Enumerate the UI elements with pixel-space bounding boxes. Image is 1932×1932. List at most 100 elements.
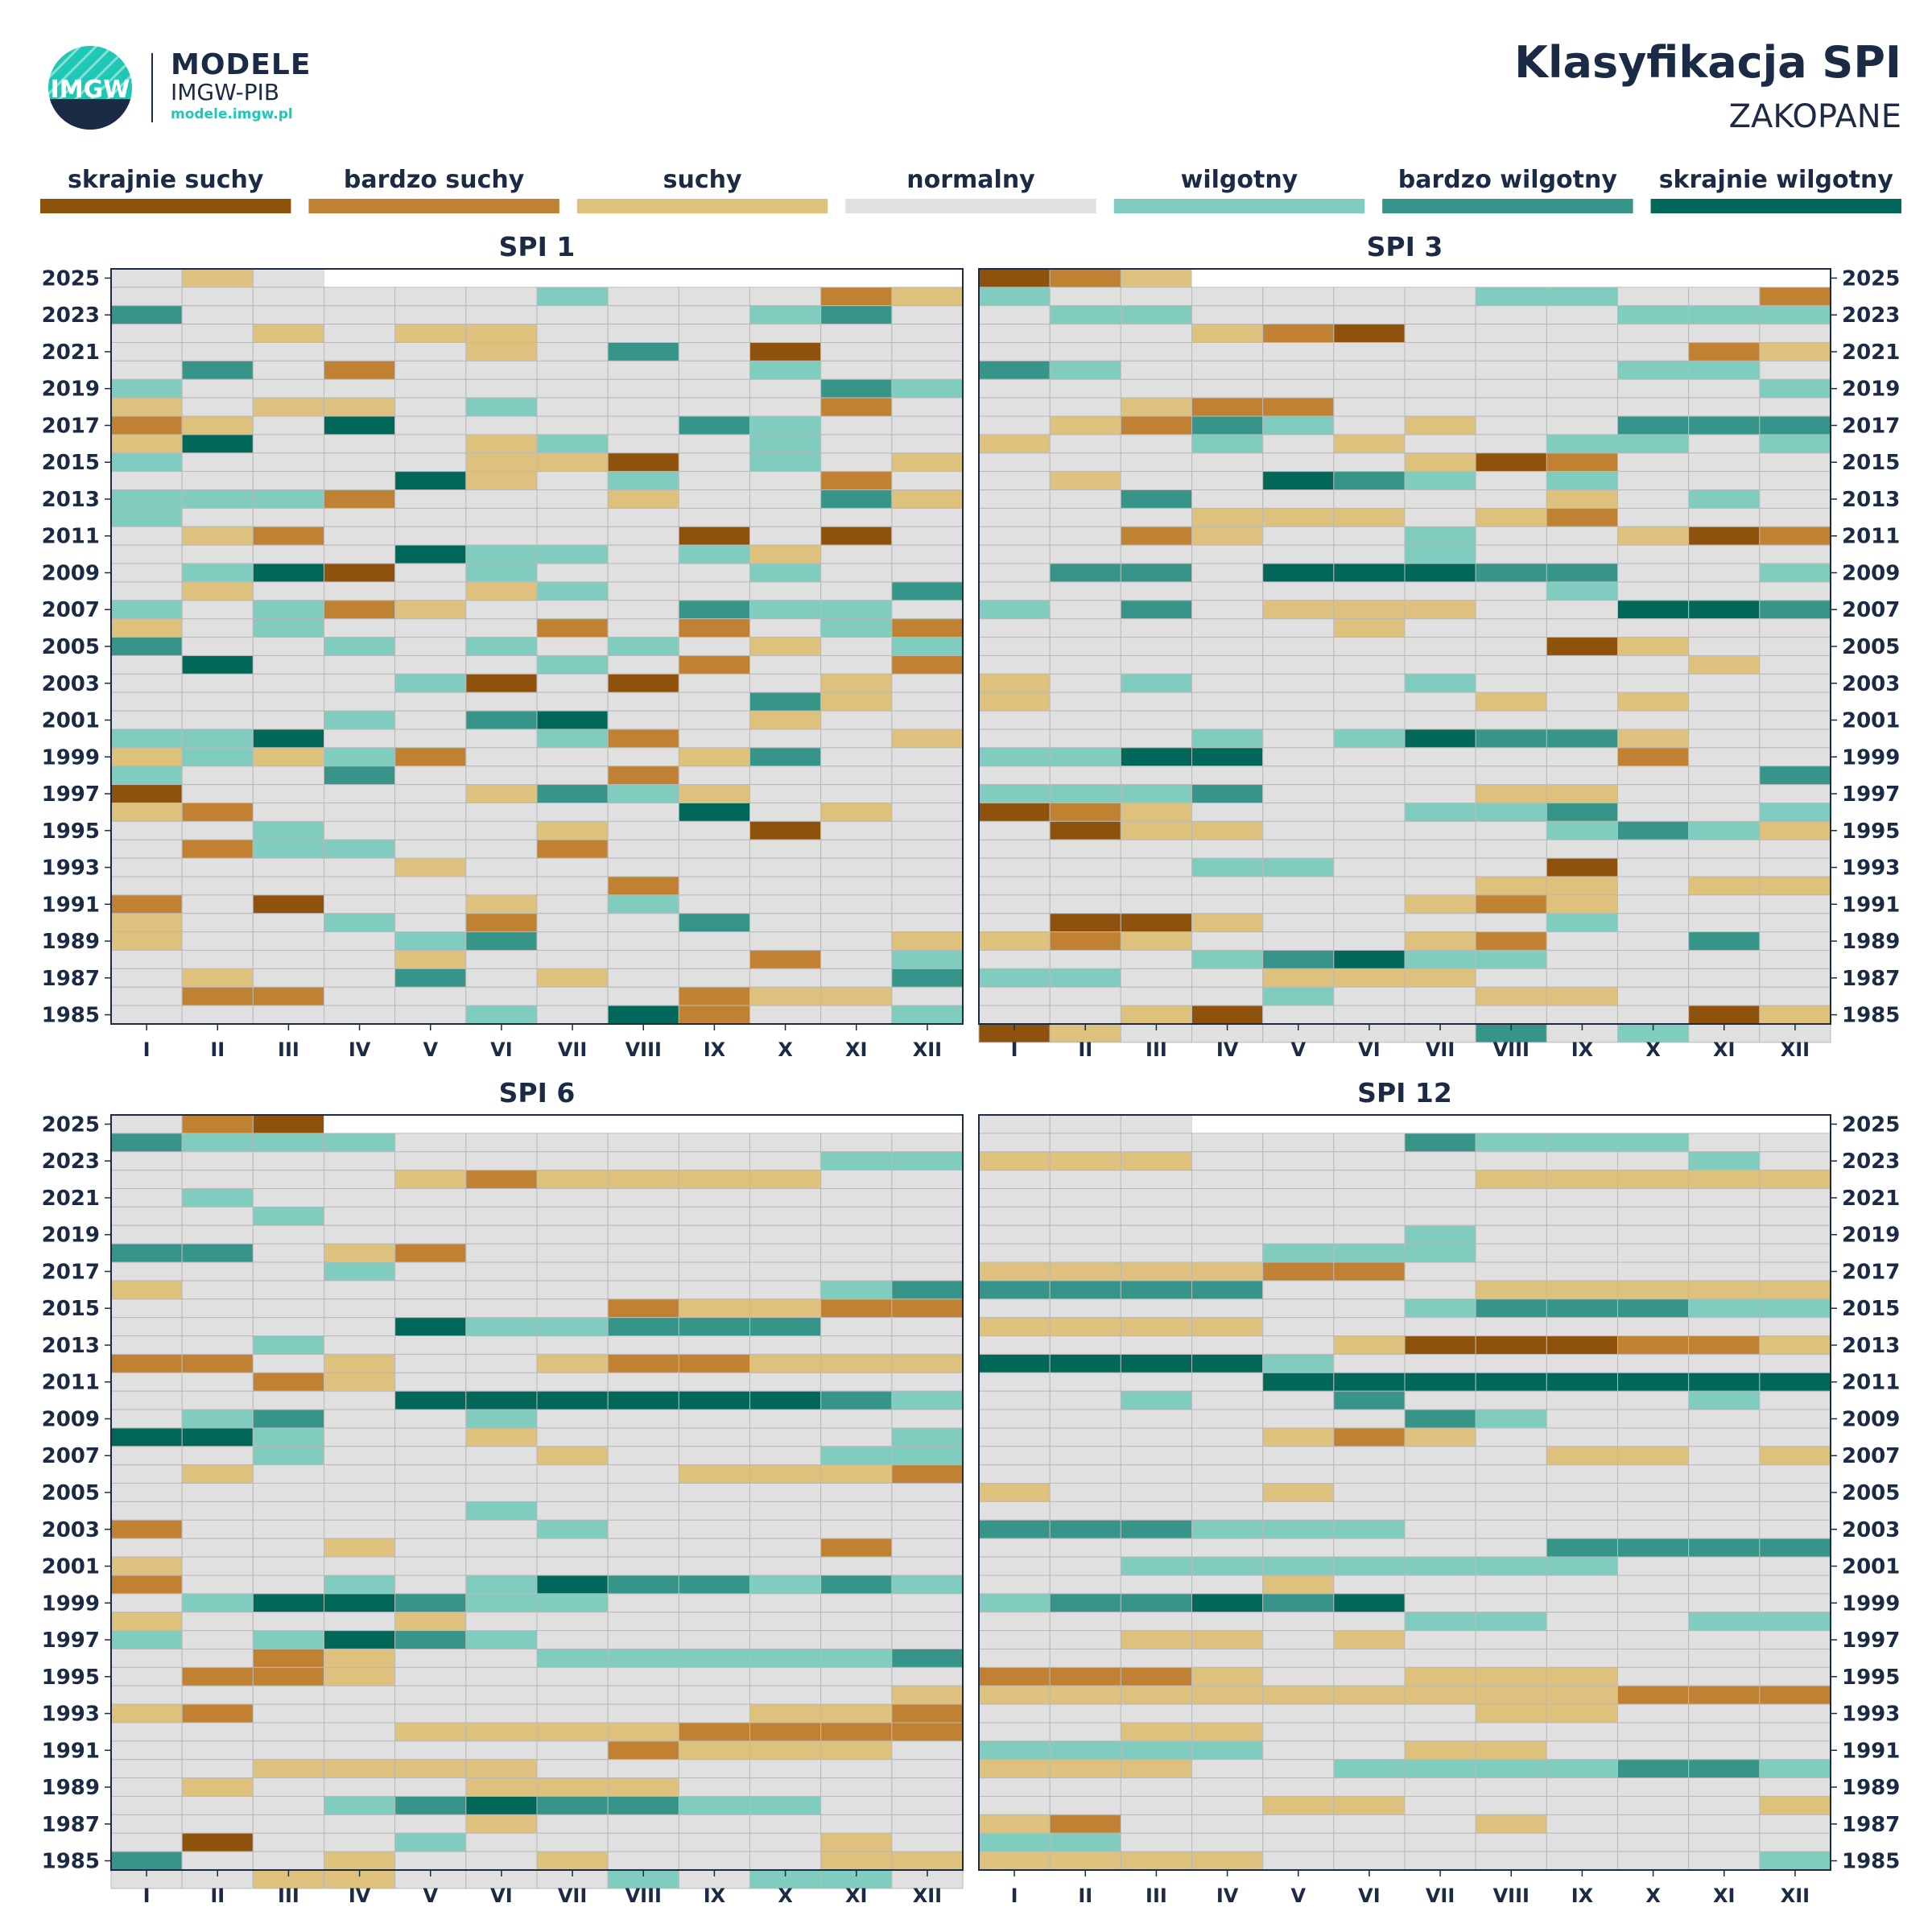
- cell-2022-VII-N: [1404, 324, 1476, 344]
- cell-2008-XI-N: [820, 581, 893, 601]
- cell-1986-II-ED: [181, 1832, 254, 1852]
- cell-2023-VIII-N: [607, 305, 679, 325]
- cell-1993-III-N: [1120, 1703, 1193, 1724]
- cell-1994-VII-N: [1404, 839, 1476, 859]
- cell-2011-I-N: [110, 1372, 183, 1392]
- cell-1999-VII-N: [1404, 1593, 1476, 1613]
- cell-2013-IV-VD: [324, 489, 396, 509]
- cell-1999-VIII-N: [1475, 1593, 1547, 1613]
- cell-2025-III-ED: [252, 1114, 325, 1134]
- cell-2023-VII-N: [1404, 305, 1476, 325]
- cell-2021-IV-N: [324, 342, 396, 361]
- cell-2008-XI-N: [1688, 1427, 1761, 1447]
- y-tick-label: 2017: [42, 1260, 100, 1284]
- cell-2024-X-N: [749, 287, 822, 307]
- cell-2020-VIII-N: [1475, 360, 1547, 380]
- legend-swatch: [1650, 199, 1901, 213]
- cell-1990-VII-N: [536, 1759, 609, 1779]
- cell-2020-VIII-N: [607, 1206, 679, 1226]
- cell-1990-IX-N: [678, 1759, 750, 1779]
- cell-1994-VII-D: [1404, 1685, 1476, 1705]
- cell-2004-X-N: [749, 654, 822, 675]
- cell-1987-IX-N: [678, 1814, 750, 1834]
- cell-2023-I-N: [110, 1151, 183, 1171]
- cell-1994-V-D: [1262, 1685, 1335, 1705]
- cell-2005-VIII-W: [607, 637, 679, 656]
- cell-2007-XII-W: [891, 1446, 964, 1466]
- cell-2012-X-N: [749, 507, 822, 527]
- cell-2023-IX-N: [678, 1151, 750, 1171]
- cell-2020-VIII-N: [607, 360, 679, 380]
- cell-1986-V-W: [394, 1832, 467, 1852]
- cell-1996-IV-D: [324, 1648, 396, 1668]
- cell-2007-IX-N: [678, 1446, 750, 1466]
- cell-2012-IV-EW: [1191, 1353, 1264, 1373]
- cell-1990-X-VW: [1617, 1759, 1690, 1779]
- cell-2022-IV-N: [1191, 1170, 1264, 1190]
- cell-2025-X--: [749, 1115, 821, 1133]
- cell-2011-VII-W: [1404, 526, 1476, 546]
- cell-2004-VIII-N: [607, 1501, 679, 1521]
- cell-1996-XI-D: [820, 802, 893, 822]
- cell-2009-I-N: [110, 563, 183, 583]
- cell-2017-IX-N: [1546, 415, 1619, 436]
- cell-2012-III-EW: [1120, 1353, 1193, 1373]
- cell-1995-III-W: [252, 820, 325, 840]
- cell-2025-IX--: [679, 1115, 750, 1133]
- cell-2023-V-N: [394, 305, 467, 325]
- cell-2014-IV-N: [324, 1317, 396, 1337]
- cell-1997-III-N: [252, 784, 325, 803]
- cell-1984-XII-N: [891, 1869, 964, 1889]
- cell-1990-VI-N: [1333, 913, 1406, 933]
- cell-2019-II-N: [181, 1224, 254, 1245]
- cell-1992-IX-D: [1546, 876, 1619, 896]
- cell-1985-III-N: [252, 1005, 325, 1025]
- cell-1990-IX-W: [1546, 1759, 1619, 1779]
- cell-2013-V-N: [394, 489, 467, 509]
- cell-2010-VIII-N: [607, 544, 679, 564]
- cell-1988-XI-N: [820, 949, 893, 969]
- cell-1995-III-D: [1120, 820, 1193, 840]
- cell-2013-VIII-D: [607, 489, 679, 509]
- logo-url-link[interactable]: modele.imgw.pl: [171, 106, 293, 122]
- cell-1989-XI-N: [820, 1777, 893, 1797]
- cell-2011-IX-EW: [1546, 1372, 1619, 1392]
- cell-2005-VII-N: [536, 637, 609, 656]
- cell-2021-IV-N: [1191, 342, 1264, 361]
- cell-2023-III-D: [1120, 1151, 1193, 1171]
- cell-2007-X-W: [749, 600, 822, 620]
- cell-1985-IX-N: [1546, 1851, 1619, 1871]
- cell-2022-X-N: [749, 324, 822, 344]
- header: IMGW MODELE IMGW-PIB modele.imgw.pl Klas…: [0, 0, 1932, 153]
- cell-2003-VIII-N: [1475, 673, 1547, 693]
- cell-1998-VII-N: [536, 1612, 609, 1632]
- cell-2021-III-N: [252, 1188, 325, 1208]
- cell-2002-VI-N: [1333, 691, 1406, 712]
- cell-2017-V-VD: [1262, 1261, 1335, 1282]
- cell-2024-IV-W: [324, 1133, 396, 1153]
- x-tick-label: I: [143, 1038, 151, 1061]
- cell-2014-VII-W: [536, 1317, 609, 1337]
- cell-2016-VIII-N: [1475, 434, 1547, 454]
- cell-2009-VIII-VW: [1475, 563, 1547, 583]
- cell-1992-VII-N: [1404, 876, 1476, 896]
- cell-2018-V-VD: [394, 1243, 467, 1263]
- cell-1997-II-N: [181, 1630, 254, 1649]
- cell-2000-VIII-N: [1475, 1575, 1547, 1595]
- panel-2: SPI 3I II III IV V VI VII VIII IX X XI XII202520232…: [978, 231, 1900, 1061]
- cell-2024-III-N: [252, 287, 325, 307]
- y-tick-label: 2025: [42, 266, 100, 291]
- cell-2022-IX-N: [1546, 324, 1619, 344]
- cell-1990-II-ED: [1049, 913, 1121, 933]
- cell-2012-V-N: [394, 1353, 467, 1373]
- cell-2008-XII-N: [1759, 1427, 1831, 1447]
- cell-2011-VI-EW: [1333, 1372, 1406, 1392]
- cell-1985-II-N: [181, 1851, 254, 1871]
- x-tick-label: IV: [1216, 1038, 1239, 1061]
- cell-2020-X-N: [1617, 1206, 1690, 1226]
- x-tick-label: X: [1645, 1885, 1661, 1907]
- cell-2012-III-N: [252, 1353, 325, 1373]
- cell-2018-VI-N: [1333, 397, 1406, 417]
- y-tick-label: 1993: [42, 857, 100, 881]
- cell-2010-V-EW: [394, 544, 467, 564]
